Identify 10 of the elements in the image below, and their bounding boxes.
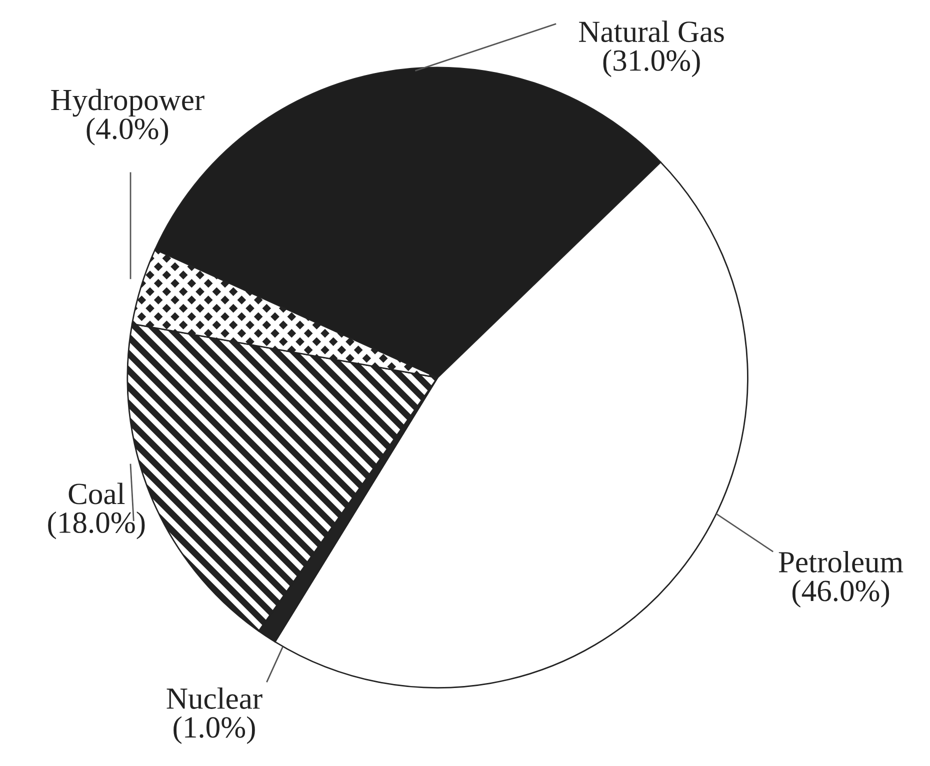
data-label: (31.0%): [603, 49, 700, 78]
slice-label: Nuclear: [166, 687, 262, 709]
slice-label: Natural Gas: [579, 20, 724, 42]
slice-label: Coal: [68, 482, 125, 504]
data-label: (4.0%): [86, 118, 168, 146]
data-label: (18.0%): [48, 512, 145, 540]
slice-label: Petroleum: [778, 551, 904, 572]
slice-label: Hydropower: [51, 88, 204, 117]
data-label: (46.0%): [792, 580, 890, 608]
data-label: (1.0%): [174, 716, 255, 744]
